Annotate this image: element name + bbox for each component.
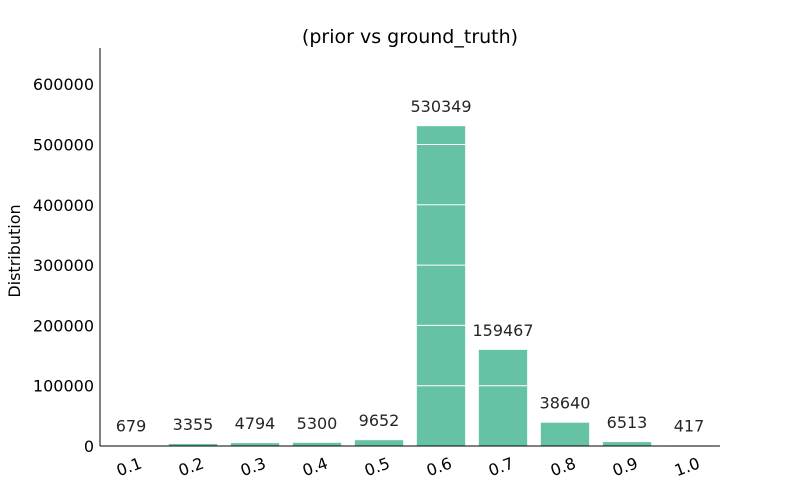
bars-layer	[106, 126, 714, 447]
data-label-0.8: 38640	[540, 394, 591, 413]
bar-0.7	[478, 349, 528, 446]
x-tick-label-0.7: 0.7	[486, 454, 516, 481]
data-label-0.4: 5300	[297, 414, 338, 433]
y-tick-label-300000: 300000	[33, 256, 94, 275]
x-tick-label-0.5: 0.5	[362, 454, 392, 481]
y-axis-label: Distribution	[5, 204, 24, 297]
x-tick-label-1.0: 1.0	[672, 454, 702, 481]
grid-layer	[100, 83, 720, 387]
x-tick-label-0.8: 0.8	[548, 454, 578, 481]
bar-0.6	[416, 126, 466, 447]
bar-0.3	[230, 443, 280, 446]
bar-0.9	[602, 442, 652, 446]
x-tick-label-0.2: 0.2	[176, 454, 206, 481]
y-tick-label-0: 0	[84, 437, 94, 456]
x-tick-label-0.3: 0.3	[238, 454, 268, 481]
bar-0.5	[354, 440, 404, 446]
x-tick-label-0.6: 0.6	[424, 454, 454, 481]
y-tick-label-400000: 400000	[33, 196, 94, 215]
x-tick-label-0.4: 0.4	[300, 454, 330, 481]
data-label-0.6: 530349	[410, 97, 471, 116]
data-label-0.5: 9652	[359, 411, 400, 430]
data-label-0.2: 3355	[173, 415, 214, 434]
x-tick-label-0.1: 0.1	[114, 454, 144, 481]
data-label-1.0: 417	[674, 417, 705, 436]
y-tick-label-600000: 600000	[33, 75, 94, 94]
bar-0.2	[168, 443, 218, 446]
chart-title: (prior vs ground_truth)	[302, 26, 518, 48]
y-ticks-layer: 0 100000 200000 300000 400000 500000 600000	[33, 75, 94, 456]
data-label-0.9: 6513	[607, 413, 648, 432]
y-tick-label-500000: 500000	[33, 135, 94, 154]
y-tick-label-100000: 100000	[33, 377, 94, 396]
y-tick-label-200000: 200000	[33, 316, 94, 335]
data-label-0.1: 679	[116, 417, 147, 436]
bar-0.4	[292, 442, 342, 446]
data-label-0.7: 159467	[472, 321, 533, 340]
data-label-0.3: 4794	[235, 414, 276, 433]
bar-0.8	[540, 422, 590, 446]
x-ticks-layer: 0.1 0.2 0.3 0.4 0.5 0.6 0.7 0.8 0.9 1.0	[114, 454, 702, 481]
data-labels-layer: 679 3355 4794 5300 9652 530349 159467 38640 6513…	[116, 97, 705, 436]
x-tick-label-0.9: 0.9	[610, 454, 640, 481]
